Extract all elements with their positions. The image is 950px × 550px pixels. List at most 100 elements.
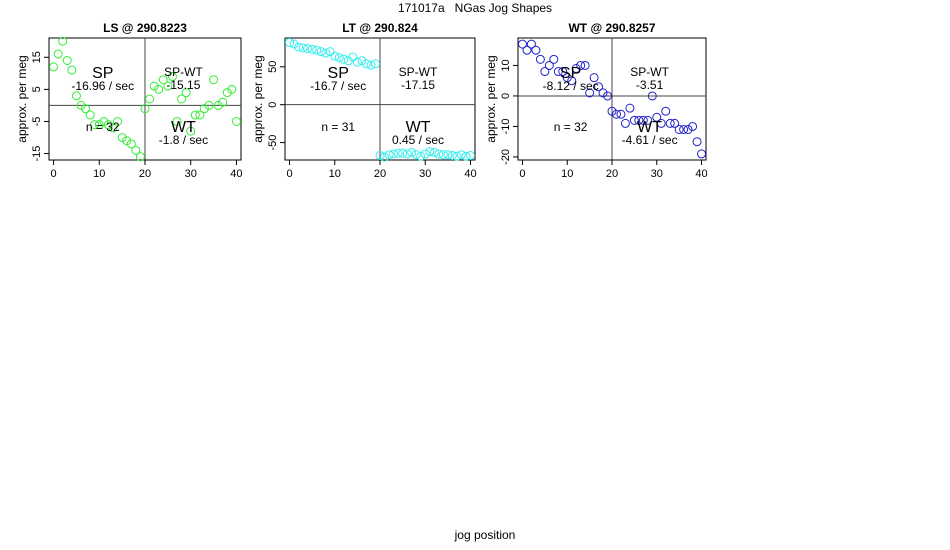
data-point — [135, 152, 145, 162]
data-point — [535, 54, 545, 64]
data-point — [122, 136, 132, 146]
data-point — [540, 67, 550, 77]
data-point — [531, 45, 541, 55]
data-point — [113, 116, 123, 126]
data-point — [370, 59, 380, 69]
data-point — [398, 148, 408, 158]
data-point — [629, 115, 639, 125]
data-point — [402, 149, 412, 159]
data-point — [411, 150, 421, 160]
data-point — [670, 118, 680, 128]
data-point — [456, 150, 466, 160]
y-tick-label: 0 — [267, 102, 279, 108]
data-point — [434, 149, 444, 159]
data-point — [553, 67, 563, 77]
data-point — [425, 147, 435, 157]
data-point — [289, 39, 299, 49]
data-point — [580, 60, 590, 70]
data-point — [517, 39, 527, 49]
quadrant-label-sp-wt: SP-WT — [164, 65, 203, 79]
data-point — [108, 123, 118, 133]
data-point — [195, 110, 205, 120]
data-point — [526, 39, 536, 49]
quadrant-label-wt: WT — [637, 119, 662, 136]
data-point — [407, 147, 417, 157]
data-point — [177, 94, 187, 104]
data-point — [334, 53, 344, 63]
data-point — [81, 104, 91, 114]
data-point — [231, 116, 241, 126]
data-point — [307, 44, 317, 54]
quadrant-value-wt: -1.8 / sec — [159, 133, 208, 147]
data-point — [625, 103, 635, 113]
sample-count-label: n = 32 — [554, 120, 588, 134]
data-point — [199, 104, 209, 114]
data-point — [598, 88, 608, 98]
y-tick-label: 15 — [31, 51, 43, 63]
data-point — [94, 120, 104, 130]
x-tick-label: 20 — [374, 168, 386, 180]
data-point — [611, 109, 621, 119]
data-point — [316, 47, 326, 57]
data-point — [154, 84, 164, 94]
quadrant-label-wt: WT — [406, 119, 431, 136]
data-point — [697, 149, 707, 159]
panel-title: LT @ 290.824 — [342, 21, 418, 35]
panel-title: WT @ 290.8257 — [568, 21, 655, 35]
data-point — [438, 150, 448, 160]
data-point — [634, 115, 644, 125]
data-point — [126, 139, 136, 149]
data-point — [67, 65, 77, 75]
data-point — [222, 88, 232, 98]
data-point — [452, 151, 462, 161]
x-tick-label: 10 — [561, 168, 573, 180]
data-point — [140, 104, 150, 114]
data-point — [71, 91, 81, 101]
x-tick-label: 30 — [419, 168, 431, 180]
data-point — [603, 91, 613, 101]
data-point — [227, 84, 237, 94]
data-point — [656, 118, 666, 128]
x-tick-label: 0 — [286, 168, 292, 180]
data-point — [429, 147, 439, 157]
data-point — [158, 75, 168, 85]
quadrant-label-wt: WT — [171, 119, 196, 136]
data-point — [416, 151, 426, 161]
data-point — [62, 55, 72, 65]
data-point — [393, 148, 403, 158]
data-point — [558, 67, 568, 77]
data-point — [549, 54, 559, 64]
x-tick-label: 30 — [185, 168, 197, 180]
data-point — [683, 125, 693, 134]
data-point — [352, 57, 362, 67]
data-point — [461, 151, 471, 161]
quadrant-label-sp-wt: SP-WT — [399, 65, 438, 79]
data-point — [204, 100, 214, 110]
data-point — [186, 126, 196, 136]
data-point — [443, 150, 453, 160]
data-point — [312, 45, 322, 55]
sample-count-label: n = 32 — [86, 120, 120, 134]
y-tick-label: 10 — [500, 59, 512, 71]
data-point — [99, 116, 109, 126]
data-point — [585, 88, 595, 98]
data-point — [447, 150, 457, 160]
data-point — [620, 118, 630, 128]
y-tick-label: -10 — [500, 118, 512, 134]
data-point — [294, 42, 304, 52]
x-tick-label: 10 — [329, 168, 341, 180]
data-point — [85, 110, 95, 120]
data-point — [674, 125, 684, 134]
data-point — [357, 56, 367, 66]
data-point — [348, 52, 358, 62]
data-point — [53, 49, 63, 59]
quadrant-value-sp: -8.12 / sec — [543, 79, 599, 93]
data-point — [384, 150, 394, 160]
y-tick-label: 5 — [31, 86, 43, 92]
y-tick-label: -5 — [31, 117, 43, 127]
data-point — [544, 60, 554, 70]
data-point — [643, 115, 653, 125]
data-point — [692, 137, 702, 147]
x-tick-label: 40 — [695, 168, 707, 180]
